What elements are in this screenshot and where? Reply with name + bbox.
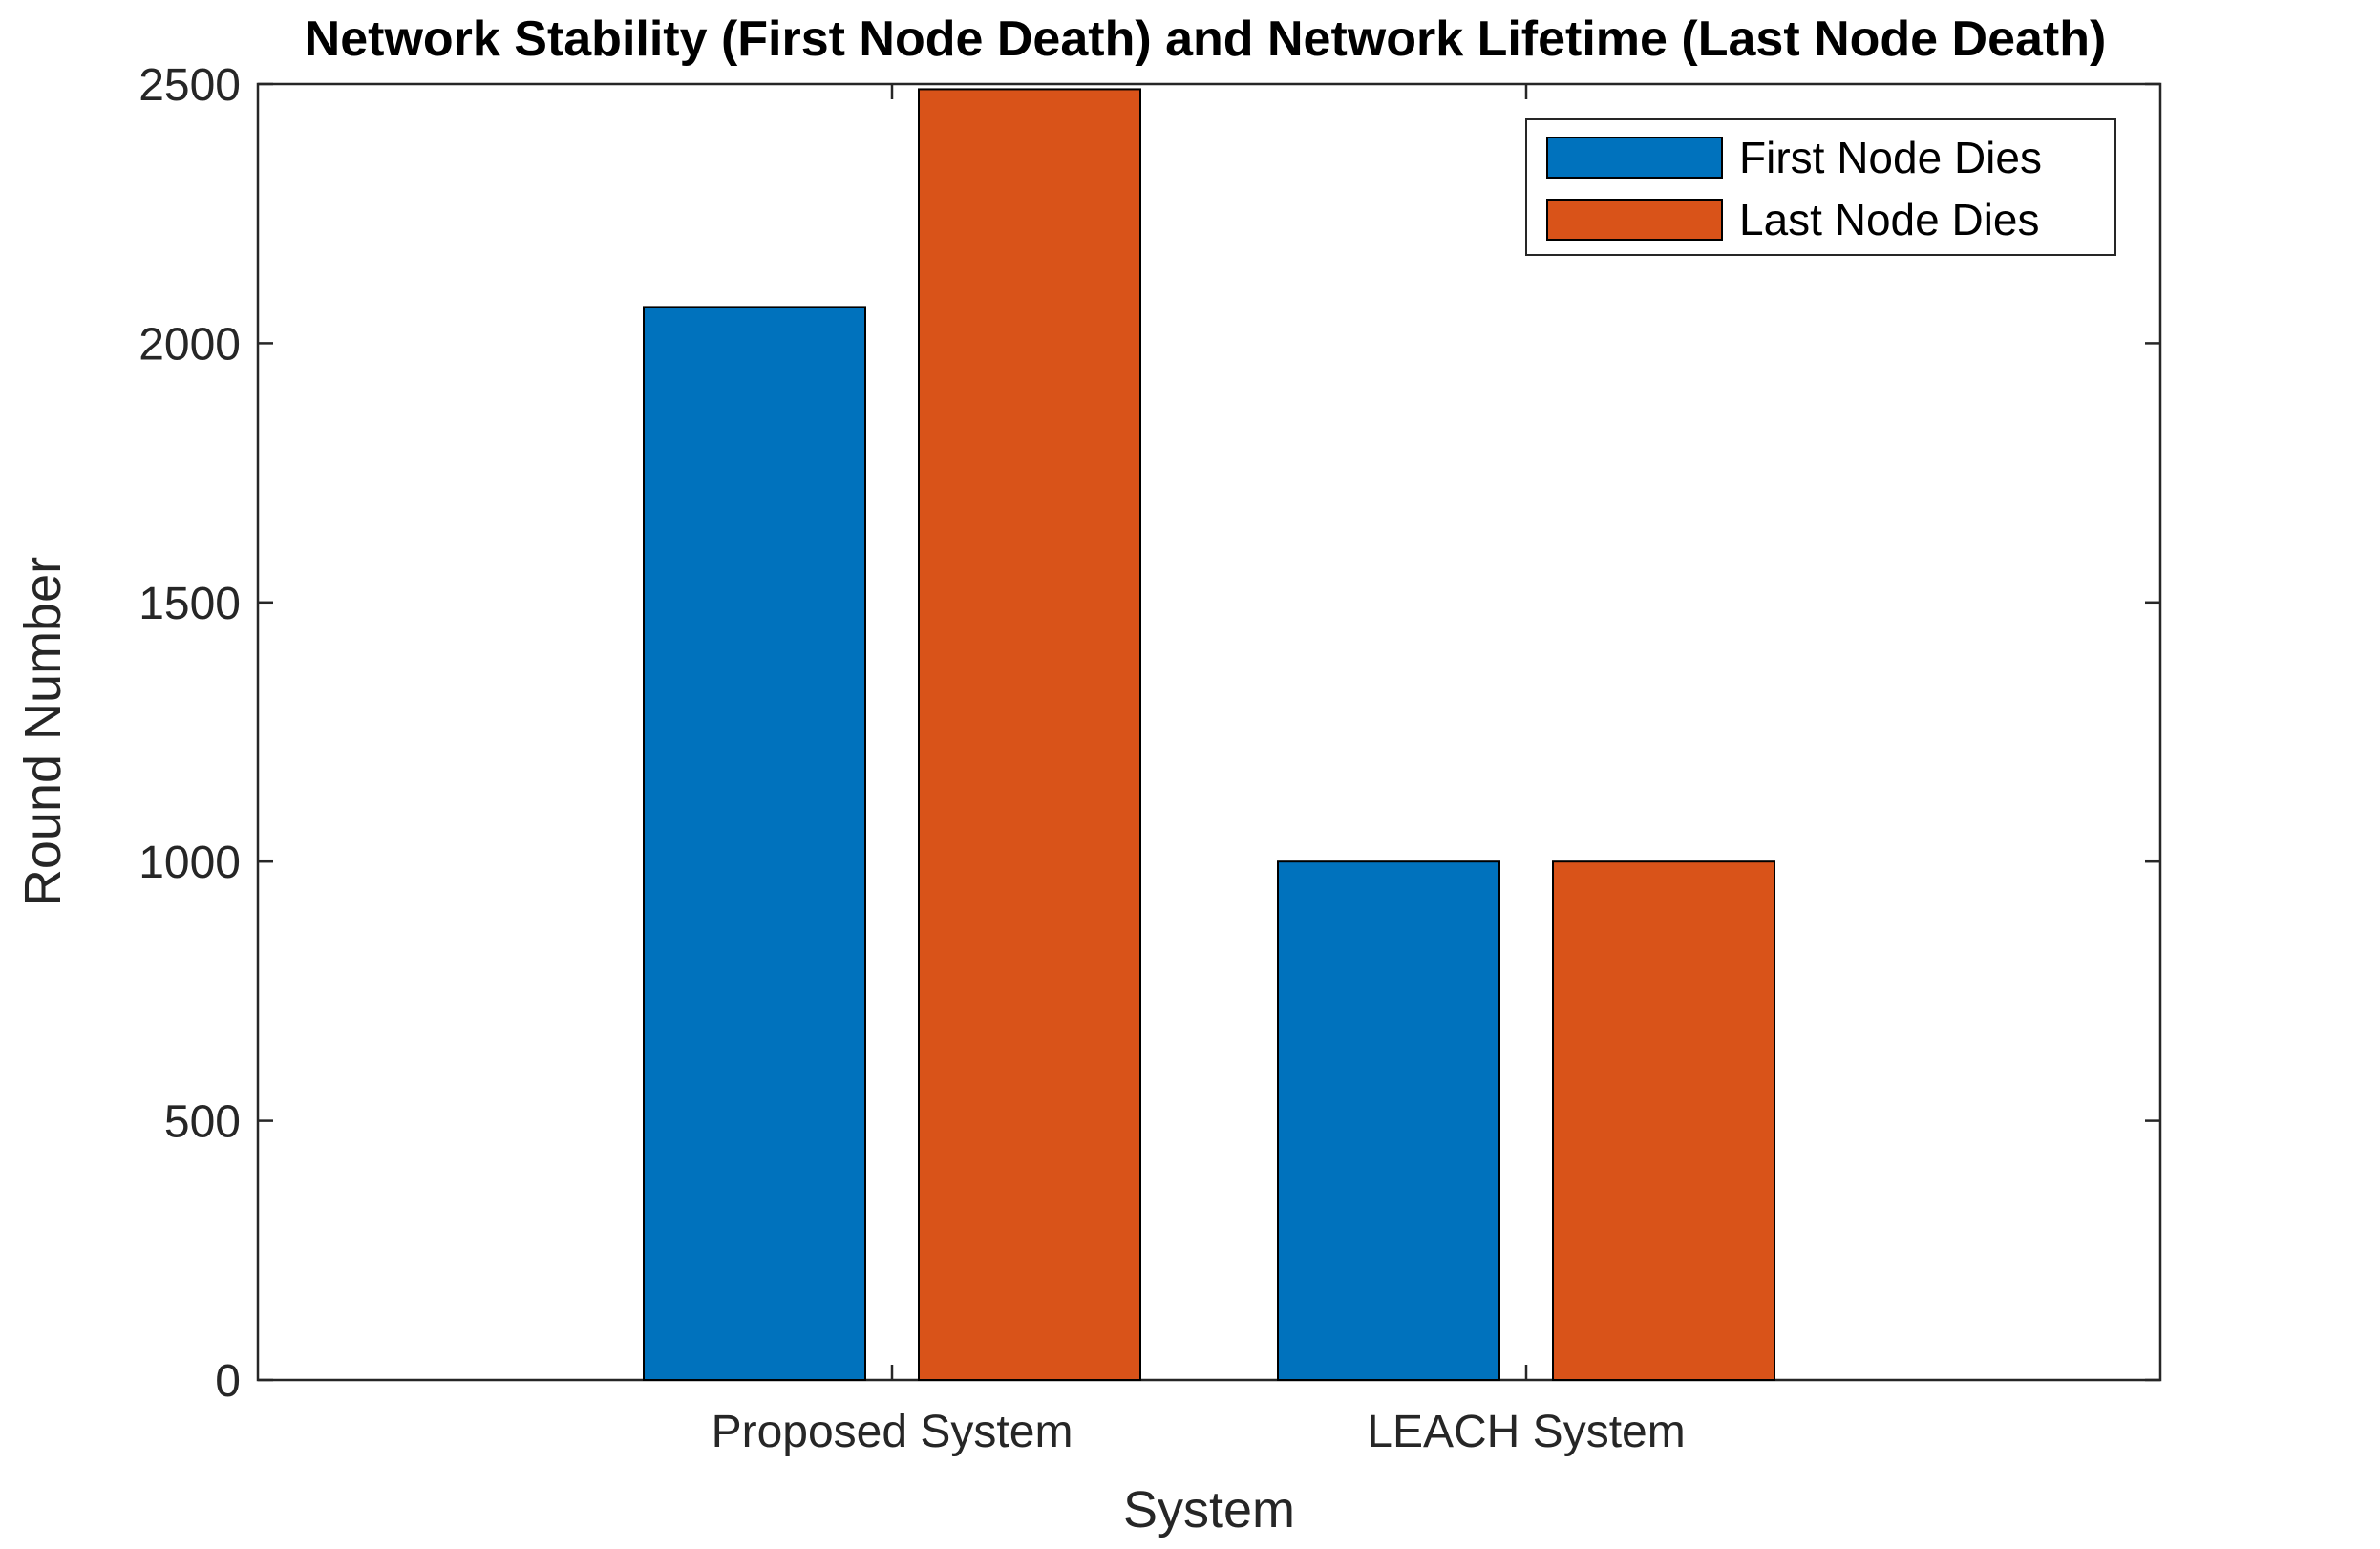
y-tick-label: 500 (164, 1097, 241, 1148)
bar-first-node-dies-leach-system (1277, 860, 1500, 1381)
y-tick-label: 1000 (138, 838, 241, 888)
y-tick-label: 2000 (138, 319, 241, 370)
legend-swatch (1546, 137, 1723, 179)
axes-box (256, 82, 2162, 1382)
x-axis-ticks: Proposed System LEACH System (712, 84, 1686, 1457)
bar-last-node-dies-leach-system (1552, 860, 1775, 1381)
legend-swatch (1546, 199, 1723, 241)
legend-items: First Node Dies Last Node Dies (1546, 133, 2042, 244)
legend-label: First Node Dies (1739, 133, 2042, 182)
y-axis-ticks: 0 500 1000 1500 2000 2500 (138, 60, 2160, 1407)
y-axis-label: Round Number (14, 557, 72, 906)
bar-first-node-dies-proposed-system (643, 306, 866, 1381)
x-tick-label: Proposed System (712, 1407, 1073, 1457)
chart-title: Network Stability (First Node Death) and… (305, 11, 2107, 67)
legend-label: Last Node Dies (1739, 195, 2040, 244)
y-tick-label: 0 (215, 1356, 241, 1407)
bar-last-node-dies-proposed-system (918, 88, 1141, 1382)
legend: First Node Dies Last Node Dies (1525, 118, 2116, 256)
y-tick-label: 2500 (138, 60, 241, 111)
bars-group (643, 88, 1775, 1382)
x-axis-label: System (1123, 1481, 1295, 1538)
x-tick-label: LEACH System (1367, 1407, 1685, 1457)
y-tick-label: 1500 (138, 579, 241, 629)
